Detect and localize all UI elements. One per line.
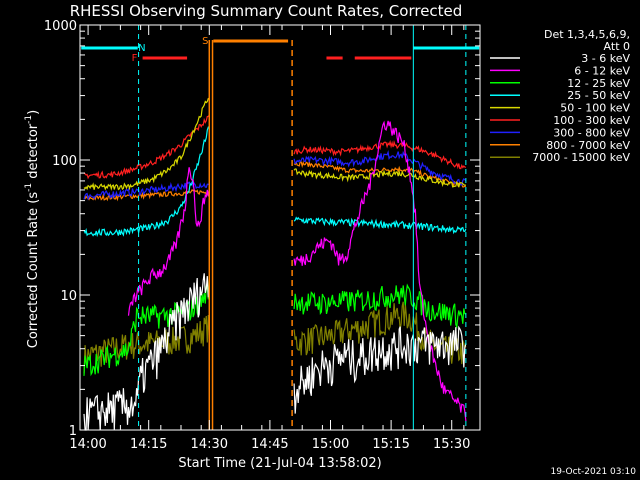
- x-tick-label-2: 14:30: [191, 437, 228, 452]
- series-2-segment-1: [127, 167, 210, 316]
- marker-label-s: S: [202, 36, 208, 47]
- legend-entry-8: 800 - 7000 keV: [546, 139, 630, 152]
- series-2-segment-2: [293, 120, 467, 422]
- series-4-segment-1: [83, 126, 210, 238]
- footer-date: 19-Oct-2021 03:10: [551, 467, 637, 477]
- x-axis-label: Start Time (21-Jul-04 13:58:02): [178, 456, 381, 471]
- legend-entry-9: 7000 - 15000 keV: [532, 151, 630, 164]
- series-6-segment-1: [83, 114, 210, 180]
- legend-entry-3: 12 - 25 keV: [567, 77, 630, 90]
- x-tick-label-0: 14:00: [69, 437, 106, 452]
- y-axis-label-text: Corrected Count Rate (s-1 detector-1): [24, 110, 41, 348]
- series-3-segment-1: [83, 275, 210, 377]
- series-1-segment-2: [293, 325, 467, 414]
- tick-layer: 1 10 100 1000 14:00 14:15 14:30 14:45 15:00 15:15…: [44, 19, 480, 452]
- legend-header-2: Att 0: [604, 40, 630, 53]
- y-tick-label-0: 1: [69, 424, 77, 439]
- series-6: [83, 114, 467, 180]
- x-tick-label-4: 15:00: [312, 437, 349, 452]
- legend-entry-2: 6 - 12 keV: [574, 64, 630, 77]
- series-6-segment-2: [293, 139, 467, 170]
- marker-label-n: N: [138, 43, 145, 54]
- series-1-segment-1: [83, 273, 210, 431]
- series-1: [83, 273, 467, 431]
- series-9-segment-1: [83, 314, 210, 374]
- series-5-segment-2: [293, 168, 467, 188]
- marker-layer: NF S: [81, 25, 480, 430]
- series-5-segment-1: [83, 97, 210, 191]
- y-tick-label-2: 100: [52, 154, 77, 169]
- plot-frame: [79, 24, 481, 431]
- legend-header: Det 1,3,4,5,6,9,: [544, 28, 630, 41]
- series-3-segment-2: [293, 283, 467, 330]
- legend-entry-4: 25 - 50 keV: [567, 89, 630, 102]
- series-7-segment-1: [83, 180, 210, 201]
- series-4: [83, 126, 467, 238]
- x-tick-label-6: 15:30: [433, 437, 470, 452]
- legend-entry-1: 3 - 6 keV: [581, 52, 630, 65]
- series-3: [83, 275, 467, 377]
- legend-entry-7: 300 - 800 keV: [553, 126, 630, 139]
- chart-title: RHESSI Observing Summary Count Rates, Co…: [70, 2, 463, 20]
- legend-entry-6: 100 - 300 keV: [553, 114, 630, 127]
- series-7: [83, 150, 467, 201]
- y-axis-label-main: Corrected Count Rate (s: [26, 192, 41, 349]
- marker-label-f: F: [132, 53, 138, 64]
- x-tick-label-5: 15:15: [372, 437, 409, 452]
- series-layer: [83, 97, 467, 431]
- series-5: [83, 97, 467, 191]
- legend-entry-5: 50 - 100 keV: [560, 102, 630, 115]
- frame-layer: [79, 24, 481, 431]
- y-axis-label-end: ): [26, 110, 41, 115]
- y-axis-label-sup1: -1: [24, 183, 34, 192]
- y-axis-label-sup2: -1: [24, 115, 34, 124]
- series-2: [127, 120, 467, 422]
- x-tick-label-1: 14:15: [130, 437, 167, 452]
- y-tick-label-3: 1000: [44, 19, 77, 34]
- x-tick-label-3: 14:45: [251, 437, 288, 452]
- series-4-segment-2: [293, 216, 467, 235]
- y-axis-label-mid: detector: [26, 123, 41, 183]
- y-axis-label: Corrected Count Rate (s-1 detector-1): [24, 110, 41, 348]
- y-tick-label-1: 10: [60, 289, 77, 304]
- series-7-segment-2: [293, 150, 467, 186]
